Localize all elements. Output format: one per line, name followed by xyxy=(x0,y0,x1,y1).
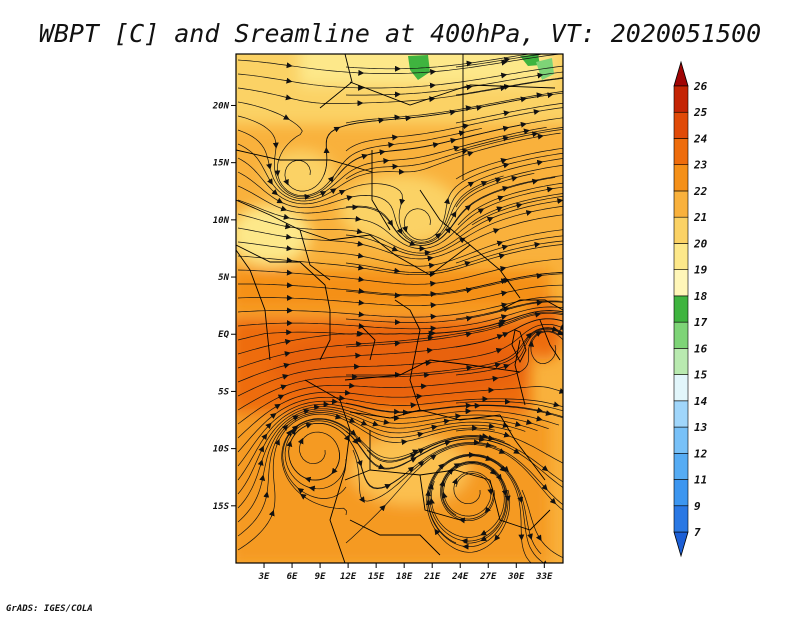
colorbar-swatch xyxy=(674,86,688,112)
y-tick-label: 10N xyxy=(213,216,230,226)
x-tick-label: 18E xyxy=(396,572,413,582)
x-tick-label: 6E xyxy=(287,572,298,582)
streamline-arrow xyxy=(536,276,540,277)
streamline-arrow xyxy=(427,258,431,259)
colorbar-swatch xyxy=(674,348,688,374)
colorbar-max-arrow xyxy=(674,62,688,86)
colorbar-swatch xyxy=(674,401,688,427)
colorbar-min-arrow xyxy=(674,532,688,556)
colorbar-label: 21 xyxy=(693,211,707,224)
colorbar-swatch xyxy=(674,427,688,453)
streamline-arrow xyxy=(488,426,492,427)
colorbar-swatch xyxy=(674,165,688,191)
streamline-arrow xyxy=(492,378,496,379)
colorbar-label: 12 xyxy=(694,447,708,460)
colorbar-label: 20 xyxy=(693,237,708,250)
colorbar-swatch xyxy=(674,375,688,401)
colorbar-label: 18 xyxy=(694,290,708,303)
y-tick-label: 20N xyxy=(212,101,230,111)
map-panel xyxy=(220,40,580,567)
streamline-arrow xyxy=(427,338,431,339)
colorbar-swatch xyxy=(674,217,688,243)
y-tick-label: 15S xyxy=(213,502,230,512)
colorbar-label: 23 xyxy=(693,159,708,172)
colorbar-swatch xyxy=(674,191,688,217)
colorbar-label: 14 xyxy=(694,395,708,408)
colorbar-label: 9 xyxy=(694,500,701,513)
colorbar-swatch xyxy=(674,296,688,322)
streamline-arrow xyxy=(426,350,430,351)
x-tick-label: 27E xyxy=(479,572,497,582)
grads-credit: GrADS: IGES/COLA xyxy=(6,604,93,614)
colorbar-label: 24 xyxy=(693,132,708,145)
colorbar-label: 25 xyxy=(693,106,708,119)
y-tick-label: 10S xyxy=(213,445,230,455)
streamline-arrow xyxy=(286,248,290,249)
x-tick-label: 9E xyxy=(315,572,326,582)
colorbar-label: 17 xyxy=(694,316,708,329)
colorbar-label: 19 xyxy=(694,264,708,277)
y-tick-label: 5S xyxy=(218,387,229,397)
x-tick-label: 12E xyxy=(340,572,357,582)
streamline-arrow xyxy=(536,303,540,304)
chart-title: WBPT [C] and Sreamline at 400hPa, VT: 20… xyxy=(39,19,761,48)
colorbar-label: 15 xyxy=(694,369,708,382)
field-band-north xyxy=(230,270,550,310)
streamline-arrow xyxy=(387,145,391,146)
y-axis: 20N 15N 10N 5N EQ 5S 10S 15S xyxy=(212,101,236,511)
streamline-arrow xyxy=(478,439,482,440)
colorbar-swatch xyxy=(674,270,688,296)
colorbar-label: 7 xyxy=(694,526,701,539)
streamline-arrow xyxy=(428,265,432,266)
colorbar-label: 11 xyxy=(694,474,707,487)
x-tick-label: 30E xyxy=(507,572,525,582)
streamline-arrow xyxy=(358,279,362,280)
y-tick-label: 15N xyxy=(213,159,230,169)
colorbar-swatch xyxy=(674,112,688,138)
colorbar-swatch xyxy=(674,506,688,532)
x-tick-label: 33E xyxy=(535,572,553,582)
streamline-arrow xyxy=(537,52,541,53)
x-tick-label: 24E xyxy=(451,572,469,582)
x-tick-label: 21E xyxy=(423,572,441,582)
streamline-arrow xyxy=(432,501,433,505)
colorbar-label: 13 xyxy=(694,421,708,434)
streamline-arrow xyxy=(401,442,405,443)
colorbar-swatch xyxy=(674,243,688,269)
colorbar-swatch xyxy=(674,480,688,506)
x-tick-label: 3E xyxy=(258,572,270,582)
x-axis: 3E 6E 9E 12E 15E 18E 21E 24E 27E 30E 33E xyxy=(258,563,553,582)
colorbar-label: 16 xyxy=(694,342,708,355)
y-tick-label: EQ xyxy=(218,330,229,340)
colorbar-label: 26 xyxy=(693,80,708,93)
streamline-arrow xyxy=(338,398,342,399)
colorbar-swatch xyxy=(674,138,688,164)
colorbar-label: 22 xyxy=(693,185,708,198)
streamline-arrow xyxy=(481,436,485,437)
y-tick-label: 5N xyxy=(218,273,229,283)
colorbar: 7 9 11 12 13 14 15 16 17 18 19 20 21 22 23 24 25 26 xyxy=(674,62,708,556)
colorbar-swatch xyxy=(674,453,688,479)
x-tick-label: 15E xyxy=(368,572,385,582)
streamline-arrow xyxy=(424,253,428,254)
colorbar-swatch xyxy=(674,322,688,348)
